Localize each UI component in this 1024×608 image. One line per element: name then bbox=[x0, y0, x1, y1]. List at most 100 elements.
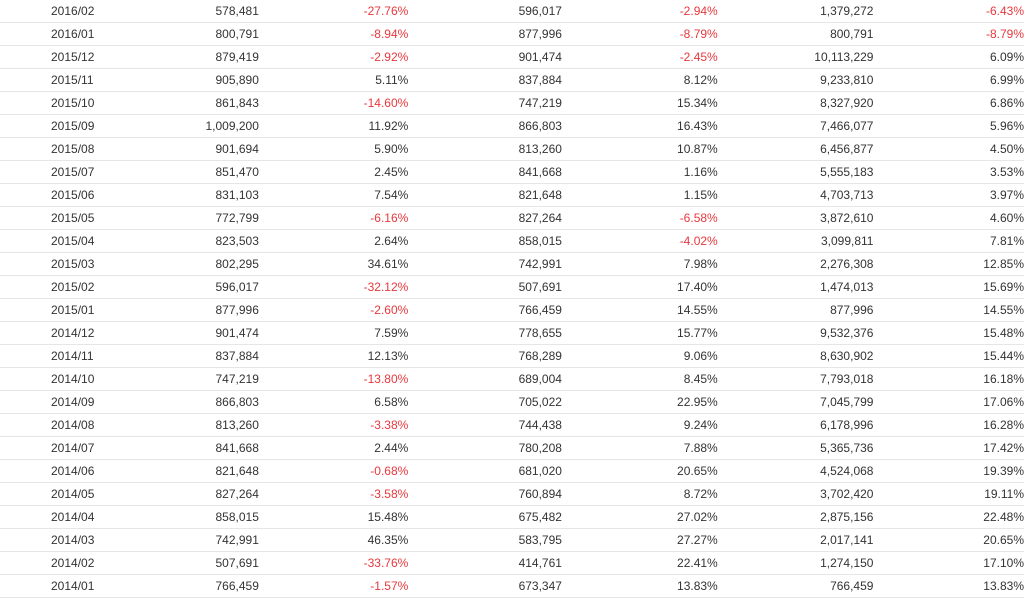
value-b-cell: 596,017 bbox=[408, 0, 562, 23]
change-b-cell: 22.41% bbox=[561, 551, 718, 575]
change-a-cell: -32.12% bbox=[258, 275, 409, 299]
change-a-cell: 6.58% bbox=[258, 390, 409, 414]
value-b-cell: 681,020 bbox=[408, 459, 562, 483]
change-a-cell: 15.48% bbox=[258, 505, 409, 529]
change-b-cell: 22.95% bbox=[561, 390, 718, 414]
table-row: 2014/11 837,884 12.13% 768,289 9.06% 8,630,90… bbox=[0, 344, 1024, 368]
cumulative-cell: 3,872,610 bbox=[717, 206, 874, 230]
cumulative-change-cell: 3.97% bbox=[873, 183, 1024, 207]
value-a-cell: 879,419 bbox=[53, 45, 259, 69]
value-b-cell: 768,289 bbox=[408, 344, 562, 368]
period-cell: 2015/06 bbox=[0, 183, 94, 207]
value-a-cell: 837,884 bbox=[53, 344, 259, 368]
value-a-cell: 858,015 bbox=[53, 505, 259, 529]
period-cell: 2015/04 bbox=[0, 229, 94, 253]
cumulative-cell: 2,017,141 bbox=[717, 528, 874, 552]
cumulative-cell: 1,474,013 bbox=[717, 275, 874, 299]
change-a-cell: 11.92% bbox=[258, 114, 409, 138]
table-row: 2015/10 861,843 -14.60% 747,219 15.34% 8,327,… bbox=[0, 91, 1024, 115]
value-b-cell: 901,474 bbox=[408, 45, 562, 69]
value-b-cell: 858,015 bbox=[408, 229, 562, 253]
cumulative-change-cell: 16.18% bbox=[873, 367, 1024, 391]
period-cell: 2014/05 bbox=[0, 482, 94, 506]
table-row: 2015/01 877,996 -2.60% 766,459 14.55% 877,996… bbox=[0, 298, 1024, 322]
value-b-cell: 583,795 bbox=[408, 528, 562, 552]
value-b-cell: 705,022 bbox=[408, 390, 562, 414]
value-a-cell: 901,474 bbox=[53, 321, 259, 345]
period-cell: 2014/02 bbox=[0, 551, 94, 575]
cumulative-change-cell: 17.42% bbox=[873, 436, 1024, 460]
value-a-cell: 877,996 bbox=[53, 298, 259, 322]
change-b-cell: 15.77% bbox=[561, 321, 718, 345]
change-b-cell: -2.45% bbox=[561, 45, 718, 69]
change-a-cell: -2.92% bbox=[258, 45, 409, 69]
cumulative-cell: 2,875,156 bbox=[717, 505, 874, 529]
cumulative-cell: 9,233,810 bbox=[717, 68, 874, 92]
cumulative-change-cell: 6.86% bbox=[873, 91, 1024, 115]
cumulative-change-cell: 19.11% bbox=[873, 482, 1024, 506]
cumulative-change-cell: 4.50% bbox=[873, 137, 1024, 161]
table-row: 2014/07 841,668 2.44% 780,208 7.88% 5,365,736… bbox=[0, 436, 1024, 460]
table-row: 2015/07 851,470 2.45% 841,668 1.16% 5,555,183… bbox=[0, 160, 1024, 184]
period-cell: 2014/06 bbox=[0, 459, 94, 483]
change-a-cell: -6.16% bbox=[258, 206, 409, 230]
cumulative-change-cell: 3.53% bbox=[873, 160, 1024, 184]
value-a-cell: 901,694 bbox=[53, 137, 259, 161]
value-a-cell: 742,991 bbox=[53, 528, 259, 552]
period-cell: 2015/12 bbox=[0, 45, 94, 69]
value-b-cell: 780,208 bbox=[408, 436, 562, 460]
table-row: 2015/04 823,503 2.64% 858,015 -4.02% 3,099,81… bbox=[0, 229, 1024, 253]
table-row: 2014/12 901,474 7.59% 778,655 15.77% 9,532,37… bbox=[0, 321, 1024, 345]
change-a-cell: -14.60% bbox=[258, 91, 409, 115]
value-b-cell: 813,260 bbox=[408, 137, 562, 161]
value-b-cell: 760,894 bbox=[408, 482, 562, 506]
period-cell: 2016/02 bbox=[0, 0, 94, 23]
period-cell: 2014/10 bbox=[0, 367, 94, 391]
change-b-cell: 13.83% bbox=[561, 574, 718, 598]
value-a-cell: 747,219 bbox=[53, 367, 259, 391]
cumulative-change-cell: 15.48% bbox=[873, 321, 1024, 345]
cumulative-change-cell: 16.28% bbox=[873, 413, 1024, 437]
cumulative-change-cell: 20.65% bbox=[873, 528, 1024, 552]
cumulative-change-cell: 15.44% bbox=[873, 344, 1024, 368]
cumulative-change-cell: 19.39% bbox=[873, 459, 1024, 483]
cumulative-cell: 3,099,811 bbox=[717, 229, 874, 253]
table-row: 2014/01 766,459 -1.57% 673,347 13.83% 766,459… bbox=[0, 574, 1024, 598]
cumulative-cell: 3,702,420 bbox=[717, 482, 874, 506]
cumulative-cell: 7,793,018 bbox=[717, 367, 874, 391]
table-row: 2015/06 831,103 7.54% 821,648 1.15% 4,703,713… bbox=[0, 183, 1024, 207]
value-a-cell: 841,668 bbox=[53, 436, 259, 460]
change-a-cell: 2.45% bbox=[258, 160, 409, 184]
change-b-cell: 27.27% bbox=[561, 528, 718, 552]
change-a-cell: 12.13% bbox=[258, 344, 409, 368]
change-a-cell: 46.35% bbox=[258, 528, 409, 552]
table-row: 2016/01 800,791 -8.94% 877,996 -8.79% 800,791… bbox=[0, 22, 1024, 46]
value-b-cell: 821,648 bbox=[408, 183, 562, 207]
cumulative-change-cell: 15.69% bbox=[873, 275, 1024, 299]
period-cell: 2014/03 bbox=[0, 528, 94, 552]
cumulative-cell: 7,466,077 bbox=[717, 114, 874, 138]
change-b-cell: 14.55% bbox=[561, 298, 718, 322]
change-a-cell: 7.54% bbox=[258, 183, 409, 207]
cumulative-change-cell: 17.06% bbox=[873, 390, 1024, 414]
value-a-cell: 507,691 bbox=[53, 551, 259, 575]
cumulative-change-cell: 6.99% bbox=[873, 68, 1024, 92]
change-a-cell: 5.11% bbox=[258, 68, 409, 92]
cumulative-cell: 1,379,272 bbox=[717, 0, 874, 23]
value-a-cell: 813,260 bbox=[53, 413, 259, 437]
table-row: 2016/02 578,481 -27.76% 596,017 -2.94% 1,379,… bbox=[0, 0, 1024, 23]
table-row: 2014/04 858,015 15.48% 675,482 27.02% 2,875,1… bbox=[0, 505, 1024, 529]
period-cell: 2015/11 bbox=[0, 68, 94, 92]
value-b-cell: 675,482 bbox=[408, 505, 562, 529]
value-b-cell: 841,668 bbox=[408, 160, 562, 184]
value-b-cell: 507,691 bbox=[408, 275, 562, 299]
change-a-cell: -33.76% bbox=[258, 551, 409, 575]
value-a-cell: 802,295 bbox=[53, 252, 259, 276]
change-b-cell: 9.24% bbox=[561, 413, 718, 437]
value-a-cell: 800,791 bbox=[53, 22, 259, 46]
table-row: 2014/03 742,991 46.35% 583,795 27.27% 2,017,1… bbox=[0, 528, 1024, 552]
period-cell: 2015/09 bbox=[0, 114, 94, 138]
period-cell: 2016/01 bbox=[0, 22, 94, 46]
cumulative-change-cell: 17.10% bbox=[873, 551, 1024, 575]
